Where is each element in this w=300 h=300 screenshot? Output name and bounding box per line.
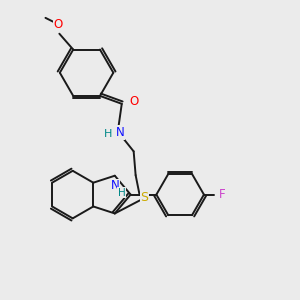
Text: N: N (110, 179, 119, 192)
Text: O: O (129, 95, 138, 108)
Text: O: O (54, 18, 63, 31)
Text: S: S (141, 191, 148, 204)
Text: H: H (104, 128, 112, 139)
Text: N: N (116, 126, 124, 139)
Text: H: H (118, 188, 126, 198)
Text: F: F (218, 188, 225, 201)
